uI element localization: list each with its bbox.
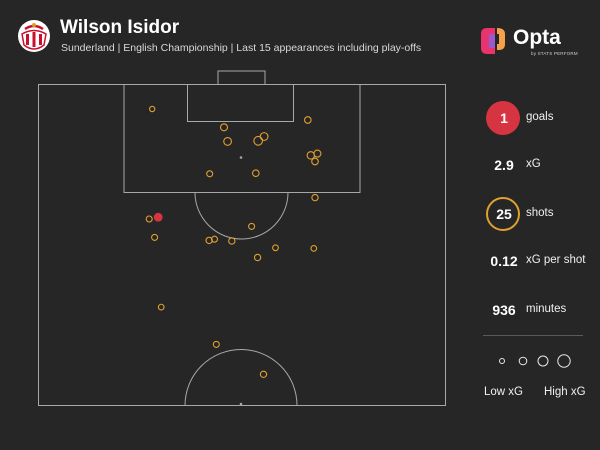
shot-marker <box>206 170 214 178</box>
shot-marker <box>223 136 233 146</box>
stat-label: minutes <box>526 303 567 315</box>
centre-spot <box>239 402 243 406</box>
stat-xG: 2.9 xG <box>483 148 593 182</box>
pitch-outline <box>38 84 446 406</box>
shot-marker <box>259 370 268 378</box>
stat-label: shots <box>526 207 554 219</box>
stat-badge <box>486 101 520 135</box>
shot-marker <box>253 253 262 262</box>
opta-wordmark: Opta <box>513 26 561 49</box>
stat-label: goals <box>526 111 554 123</box>
six-yard-box <box>187 84 294 122</box>
shot-marker <box>219 123 229 132</box>
stat-badge <box>486 197 520 231</box>
sunderland-crest-icon <box>18 20 50 52</box>
shot-marker <box>303 116 312 124</box>
stat-goals: 1 goals <box>483 101 593 135</box>
legend-circle-2 <box>518 356 528 366</box>
shot-map-pitch <box>38 70 446 406</box>
shot-marker <box>228 237 236 245</box>
goal-shot-marker <box>153 212 163 222</box>
shot-marker <box>157 303 165 311</box>
shot-marker <box>311 193 319 202</box>
legend-high-label: High xG <box>544 386 586 398</box>
opta-subtext: by STATS PERFORM <box>531 51 578 56</box>
stat-minutes: 936 minutes <box>483 293 593 327</box>
goal <box>217 70 266 85</box>
stat-value: 0.12 <box>490 253 518 269</box>
player-name: Wilson Isidor <box>60 17 180 38</box>
shot-marker <box>259 132 269 141</box>
shot-marker <box>212 340 220 348</box>
shot-marker <box>248 222 256 230</box>
stat-label: xG per shot <box>526 254 586 266</box>
shot-marker <box>210 235 219 243</box>
shot-marker <box>253 135 264 146</box>
stat-value: 1 <box>500 110 508 126</box>
shot-marker <box>272 244 279 252</box>
legend-low-label: Low xG <box>484 386 523 398</box>
subtitle: Sunderland | English Championship | Last… <box>61 42 422 54</box>
shot-marker <box>151 233 159 241</box>
penalty-box <box>123 84 361 193</box>
shot-marker <box>145 215 153 223</box>
penalty-arc <box>194 192 289 240</box>
stat-value: 2.9 <box>494 157 514 173</box>
stat-shots: 25 shots <box>483 197 593 231</box>
shot-marker <box>310 245 318 252</box>
shot-marker <box>306 151 316 160</box>
stat-value: 25 <box>496 206 512 222</box>
legend-circle-4 <box>557 354 571 368</box>
stats-divider <box>483 335 583 336</box>
shot-marker <box>251 169 260 178</box>
stat-xG-per-shot: 0.12 xG per shot <box>483 244 593 278</box>
penalty-spot <box>239 156 243 159</box>
shot-marker <box>311 157 319 166</box>
shot-marker <box>313 149 322 158</box>
stat-value: 936 <box>492 302 516 318</box>
stat-label: xG <box>526 158 541 170</box>
shot-marker <box>149 105 156 113</box>
centre-circle <box>184 349 298 406</box>
legend-circle-1 <box>499 358 505 364</box>
xg-size-legend <box>499 354 571 368</box>
opta-logo-icon <box>481 28 505 54</box>
legend-circle-3 <box>537 355 549 367</box>
